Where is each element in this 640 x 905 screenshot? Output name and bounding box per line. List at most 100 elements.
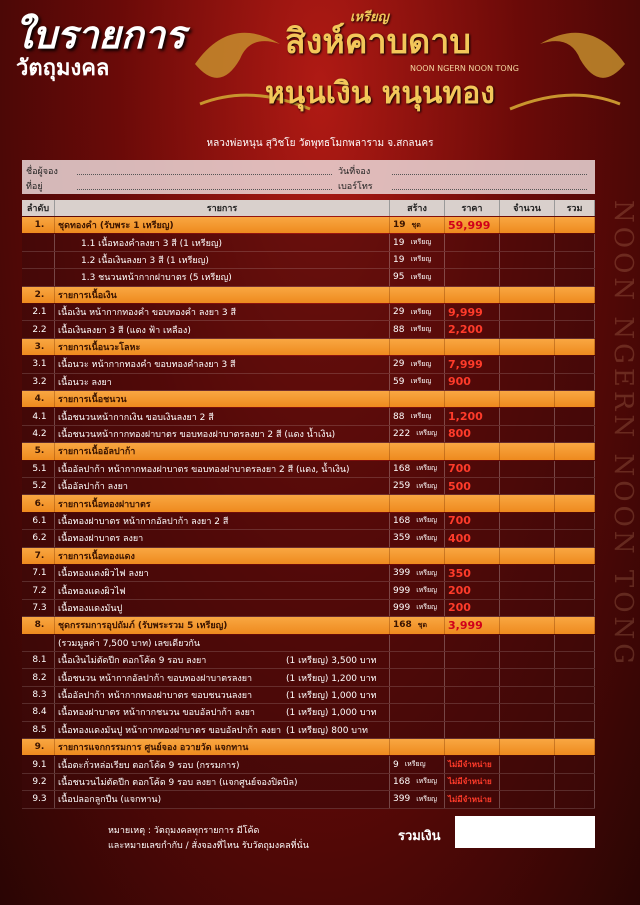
cell-amount (500, 373, 555, 390)
table-row: 9.3 เนื้อปลอกลูกปืน (แจกทาน) 399 เหรียญ ไม่ม… (22, 791, 595, 809)
qty: 168 (393, 515, 411, 526)
cell-total (555, 686, 595, 704)
cell-qty: 168 เหรียญ (390, 460, 445, 477)
row-number: 7.2 (32, 585, 47, 596)
item-text: ชุดกรรมการอุปถัมภ์ (รับพระรวม 5 เหรียญ) (58, 621, 228, 632)
item-detail: (1 เหรียญ) 1,000 บาท (286, 690, 377, 701)
cell-total (555, 617, 595, 634)
price: 900 (448, 375, 471, 389)
cell-amount (500, 686, 555, 704)
cell-qty (390, 495, 445, 512)
cell-item: 1.2 เนื้อเงินลงยา 3 สี (1 เหรียญ) (55, 251, 390, 269)
cell-total (555, 634, 595, 651)
logo-ornament (195, 32, 625, 111)
cell-amount (500, 721, 555, 738)
item-text: เนื้อชนวนหน้ากากเงิน ขอบเงินลงยา 2 สี (58, 412, 214, 423)
logo-bottom: หนุนเงิน หนุนทอง (265, 76, 495, 111)
table-row: 2.1 เนื้อเงิน หน้ากากทองคำ ขอบทองคำ ลงยา … (22, 304, 595, 322)
field-line (77, 164, 332, 175)
table-row: 2. รายการเนื้อเงิน (22, 286, 595, 303)
qty: 95 (393, 272, 405, 283)
price: ไม่มีจำหน่าย (448, 760, 492, 770)
item-text: เนื้อทองแดงผิวไฟ ลงยา (58, 569, 149, 580)
cell-qty: 59 เหรียญ (390, 373, 445, 390)
cell-amount (500, 704, 555, 721)
total-box[interactable] (455, 816, 595, 848)
cell-total (555, 704, 595, 721)
cell-no (22, 269, 55, 286)
row-number: 7.1 (32, 568, 47, 579)
cell-qty: 29 เหรียญ (390, 356, 445, 373)
cell-price (445, 704, 500, 721)
cell-total (555, 338, 595, 356)
item-text: รายการเนื้อเงิน (58, 290, 117, 301)
table-row: 4.1 เนื้อชนวนหน้ากากเงิน ขอบเงินลงยา 2 สี… (22, 408, 595, 426)
cell-item: ชุดกรรมการอุปถัมภ์ (รับพระรวม 5 เหรียญ) (55, 617, 390, 634)
cell-no (22, 234, 55, 251)
cell-no: 3.1 (22, 356, 55, 373)
cell-price (445, 547, 500, 564)
cell-qty: 222 เหรียญ (390, 425, 445, 443)
cell-item: รายการเนื้ออัลปาก้า (55, 443, 390, 460)
cell-item: เนื้อเงิน หน้ากากทองคำ ขอบทองคำ ลงยา 3 ส… (55, 304, 390, 321)
cell-qty: 19 ชุด (390, 217, 445, 234)
unit: เหรียญ (416, 586, 438, 595)
cell-qty: 999 เหรียญ (390, 599, 445, 617)
cell-no: 9.2 (22, 773, 55, 791)
unit: เหรียญ (416, 794, 438, 803)
cell-qty (390, 338, 445, 356)
title: ใบรายการ (14, 13, 186, 57)
header-row: ลำดับ รายการ สร้าง ราคา จำนวน รวม (22, 200, 595, 216)
unit: เหรียญ (410, 307, 432, 316)
cell-total (555, 791, 595, 808)
item-text: เนื้ออัลปาก้า หน้ากากทองฝาบาตร ขอบทองฝาบ… (58, 464, 350, 475)
price: 400 (448, 531, 471, 545)
cell-item: เนื้อทองฝาบาตร หน้ากากอัลปาก้า ลงยา 2 สี (55, 512, 390, 530)
cell-no: 8. (22, 617, 55, 634)
table-row: (รวมมูลค่า 7,500 บาท) เลขเดียวกัน (22, 634, 595, 652)
item-text: เนื้อชนวน หน้ากากอัลปาก้า ขอบทองฝาบาตรลง… (58, 673, 253, 684)
table-row: 9.2 เนื้อชนวนไม่ตัดปีก ตอกโค้ด 9 รอบ ลงยา… (22, 773, 595, 792)
cell-item: เนื้อทองแดงผิวไฟ (55, 582, 390, 599)
cell-qty (390, 669, 445, 686)
qty: 359 (393, 533, 411, 544)
item-text: 1.2 เนื้อเงินลงยา 3 สี (1 เหรียญ) (81, 255, 209, 266)
cell-total (555, 669, 595, 686)
price: 800 (448, 427, 471, 441)
cell-price (445, 391, 500, 408)
cell-amount (500, 443, 555, 460)
cell-price: 800 (445, 425, 500, 443)
qty: 29 (393, 307, 405, 318)
cell-total (555, 478, 595, 495)
cell-price (445, 721, 500, 738)
price: 700 (448, 462, 471, 476)
cell-no: 9. (22, 739, 55, 756)
item-text: ชุดทองคำ (รับพระ 1 เหรียญ) (58, 221, 174, 232)
cell-qty (390, 704, 445, 721)
qty: 399 (393, 568, 411, 579)
cell-no: 8.5 (22, 721, 55, 738)
row-number: 5. (34, 446, 45, 457)
table-row: 2.2 เนื้อเงินลงยา 3 สี (แดง ฟ้า เหลือง) 88… (22, 321, 595, 339)
cell-total (555, 408, 595, 425)
table-row: 1.2 เนื้อเงินลงยา 3 สี (1 เหรียญ) 19 เหรีย… (22, 251, 595, 270)
unit: เหรียญ (410, 272, 432, 281)
cell-qty: 19 เหรียญ (390, 251, 445, 269)
row-number: 7.3 (32, 602, 47, 613)
cell-item: รายการแจกกรรมการ ศูนย์จอง อวายวัด แจกทาน (55, 739, 390, 756)
cell-item: เนื้อทองฝาบาตร ลงยา (55, 530, 390, 547)
cell-price (445, 634, 500, 651)
item-text: รายการเนื้อนวะโลหะ (58, 342, 141, 353)
cell-qty: 88 เหรียญ (390, 321, 445, 338)
cell-no: 8.4 (22, 704, 55, 721)
row-number: 1. (34, 220, 45, 231)
table-row: 5.2 เนื้ออัลปาก้า ลงยา 259 เหรียญ 500 (22, 478, 595, 496)
qty: 999 (393, 585, 411, 596)
unit: เหรียญ (410, 377, 432, 386)
form-label: เบอร์โทร (338, 182, 373, 192)
cell-qty (390, 286, 445, 303)
header-cell: รวม (555, 200, 595, 216)
header-cell: จำนวน (500, 200, 555, 216)
cell-total (555, 530, 595, 547)
row-number: 9.3 (32, 794, 47, 805)
